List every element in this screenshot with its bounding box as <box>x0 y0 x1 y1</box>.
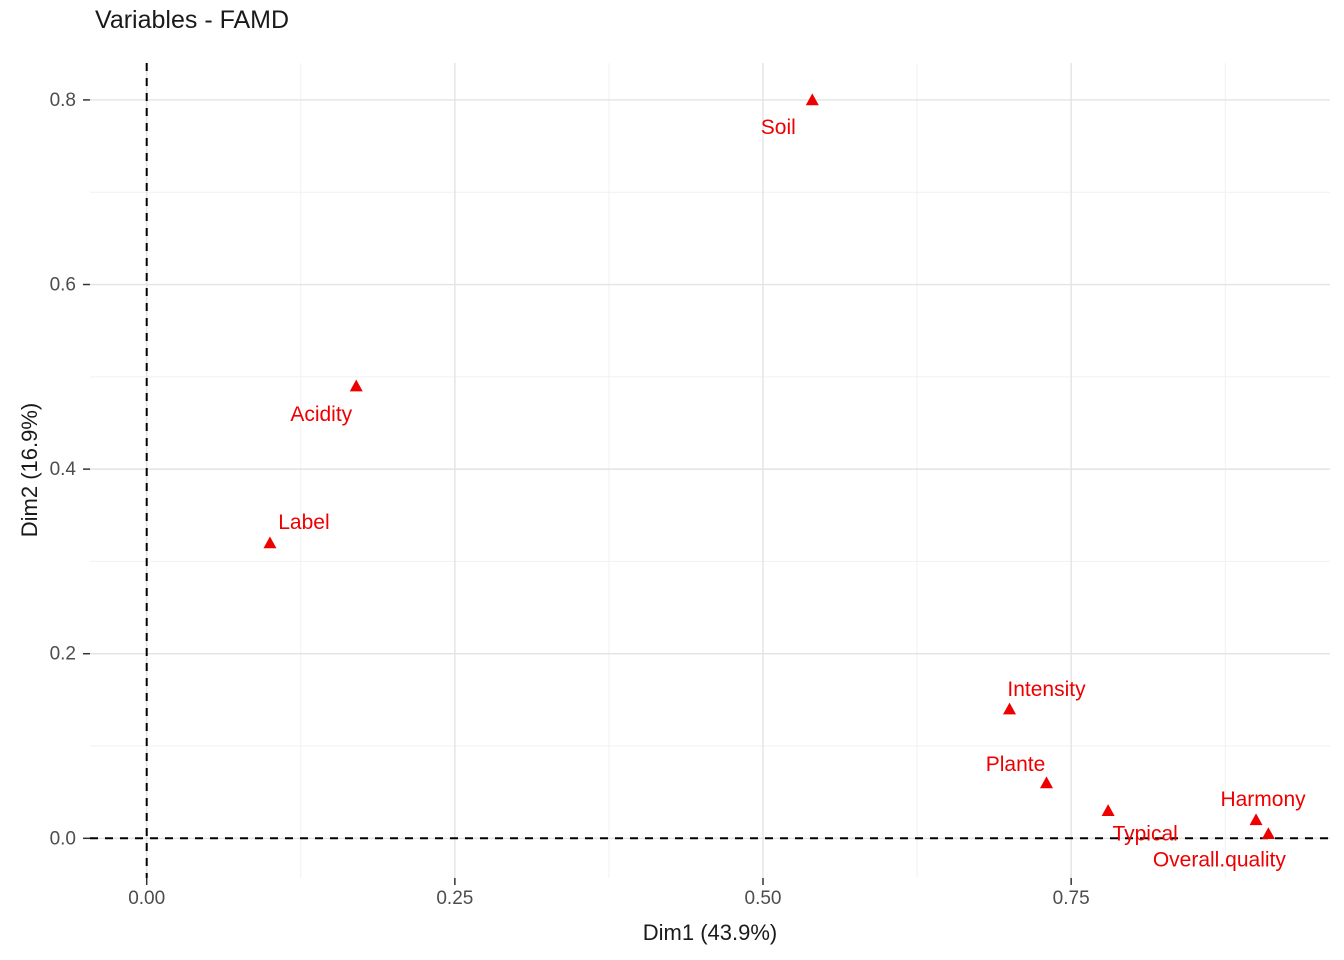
y-axis-tick-label: 0.8 <box>50 90 76 111</box>
point-marker-acidity <box>349 379 363 392</box>
point-label-harmony: Harmony <box>1220 788 1306 811</box>
point-marker-plante <box>1040 776 1054 789</box>
point-label-plante: Plante <box>986 753 1046 776</box>
point-label-intensity: Intensity <box>1007 678 1086 701</box>
x-axis-tick-label: 0.50 <box>745 888 782 909</box>
x-axis-title: Dim1 (43.9%) <box>642 920 778 945</box>
x-axis-tick-label: 0.25 <box>436 888 473 909</box>
y-axis-tick-label: 0.6 <box>50 275 76 296</box>
point-label-label: Label <box>278 511 329 534</box>
point-label-typical: Typical <box>1112 823 1177 846</box>
point-marker-overall-quality <box>1261 827 1275 840</box>
point-label-soil: Soil <box>761 116 796 139</box>
point-marker-typical <box>1101 804 1115 816</box>
plot-title: Variables - FAMD <box>95 6 290 34</box>
point-marker-label <box>263 536 277 549</box>
y-axis-tick-label: 0.4 <box>50 459 77 480</box>
x-axis-tick-label: 0.00 <box>128 888 165 909</box>
point-label-overall-quality: Overall.quality <box>1153 849 1287 872</box>
point-label-acidity: Acidity <box>290 403 352 426</box>
y-axis-title: Dim2 (16.9%) <box>17 402 42 538</box>
point-marker-harmony <box>1249 813 1263 826</box>
point-marker-intensity <box>1003 702 1017 715</box>
x-axis-tick-label: 0.75 <box>1053 888 1090 909</box>
point-marker-soil <box>805 93 819 106</box>
y-axis-tick-label: 0.0 <box>50 828 76 849</box>
y-axis-tick-label: 0.2 <box>50 644 76 665</box>
